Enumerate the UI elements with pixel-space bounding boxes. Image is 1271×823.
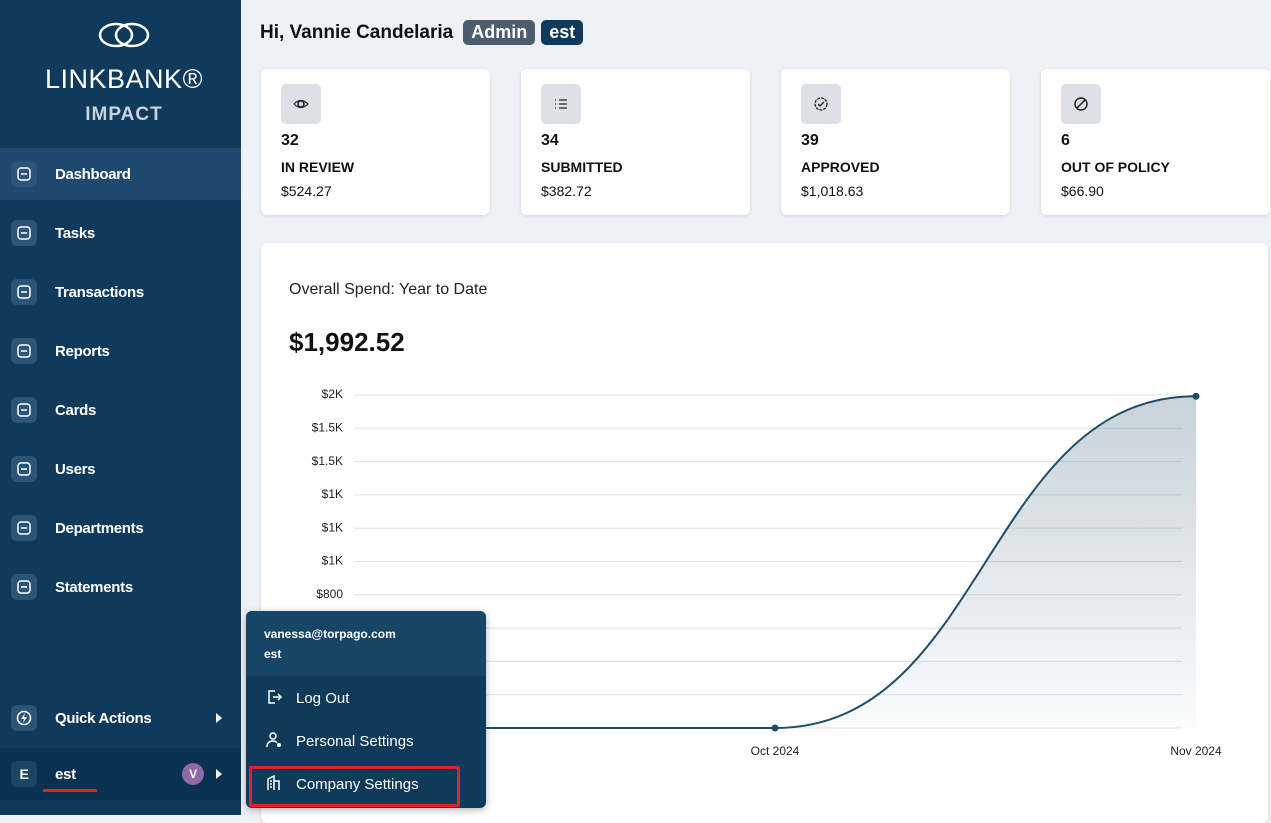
stat-card: 39 APPROVED $1,018.63	[781, 69, 1010, 215]
role-badge: Admin	[463, 20, 536, 45]
stat-card: 34 SUBMITTED $382.72	[521, 69, 750, 215]
user-avatar: V	[182, 763, 204, 785]
nav-icon	[11, 161, 37, 187]
point	[1192, 392, 1200, 400]
y-tick-label: $2K	[322, 387, 343, 401]
menu-item-label: Company Settings	[296, 775, 419, 793]
stat-amount: $66.90	[1061, 183, 1104, 199]
nav-icon	[11, 574, 37, 600]
nav-label: Reports	[55, 342, 110, 360]
x-tick-label: Oct 2024	[751, 744, 800, 758]
org-badge: est	[541, 20, 584, 45]
stat-card: 32 IN REVIEW $524.27	[261, 69, 490, 215]
nav-label: Statements	[55, 578, 133, 596]
stat-icon	[801, 84, 841, 124]
menu-item-label: Log Out	[296, 689, 350, 707]
nav-item[interactable]: Tasks	[0, 207, 241, 259]
stat-icon	[1061, 84, 1101, 124]
quick-actions[interactable]: Quick Actions	[0, 692, 241, 744]
nav-label: Dashboard	[55, 165, 131, 183]
nav-label: Users	[55, 460, 96, 478]
greeting: Hi, Vannie Candelaria	[260, 21, 454, 43]
area	[354, 396, 1196, 728]
y-tick-label: $1.5K	[312, 420, 343, 434]
quick-actions-label: Quick Actions	[55, 709, 152, 727]
nav-icon	[11, 456, 37, 482]
sidebar: LINKBANK® IMPACT Dashboard Tasks Transacti…	[0, 0, 241, 815]
stat-label: APPROVED	[801, 159, 880, 175]
stat-label: OUT OF POLICY	[1061, 159, 1170, 175]
stat-amount: $1,018.63	[801, 183, 864, 199]
nav-item[interactable]: Departments	[0, 502, 241, 554]
nav-item[interactable]: Cards	[0, 384, 241, 436]
nav-item[interactable]: Dashboard	[0, 148, 241, 200]
stat-count: 32	[281, 132, 299, 149]
menu-org: est	[264, 647, 282, 661]
menu-item[interactable]: Log Out	[246, 678, 486, 718]
nav-icon	[11, 515, 37, 541]
x-tick-label: Nov 2024	[1170, 744, 1222, 758]
menu-item[interactable]: Company Settings	[246, 764, 486, 807]
stat-amount: $524.27	[281, 183, 332, 199]
nav-item[interactable]: Transactions	[0, 266, 241, 318]
stat-count: 39	[801, 132, 819, 149]
y-tick-label: $1K	[322, 520, 343, 534]
y-tick-label: $1K	[322, 487, 343, 501]
user-row[interactable]: E est V	[0, 748, 241, 800]
highlight-box	[249, 766, 460, 807]
header: Hi, Vannie Candelaria Admin est	[260, 20, 584, 45]
nav-item[interactable]: Statements	[0, 561, 241, 613]
nav-label: Cards	[55, 401, 97, 419]
menu-header	[246, 611, 486, 676]
product: IMPACT	[85, 104, 163, 125]
user-menu: vanessa@torpago.com est Log Out Personal …	[246, 611, 486, 808]
nav-item[interactable]: Users	[0, 443, 241, 495]
brand: LINKBANK®	[45, 64, 203, 94]
user-name: est	[55, 765, 76, 783]
y-tick-label: $1.5K	[312, 454, 343, 468]
nav-icon	[11, 279, 37, 305]
point	[771, 724, 779, 732]
chart-summary: $1,992.52	[289, 327, 405, 357]
menu-email: vanessa@torpago.com	[264, 627, 396, 641]
y-tick-label: $800	[316, 587, 343, 601]
stat-card: 6 OUT OF POLICY $66.90	[1041, 69, 1270, 215]
stat-icon	[281, 84, 321, 124]
logo-mark	[98, 22, 150, 48]
nav-item[interactable]: Reports	[0, 325, 241, 377]
nav-icon	[11, 220, 37, 246]
chart-title: Overall Spend: Year to Date	[289, 281, 488, 298]
y-tick-label: $1K	[322, 554, 343, 568]
line	[354, 395, 1197, 730]
stat-count: 6	[1061, 132, 1070, 149]
stat-label: IN REVIEW	[281, 159, 355, 175]
stat-count: 34	[541, 132, 559, 149]
underline	[43, 789, 97, 792]
stat-label: SUBMITTED	[541, 159, 623, 175]
nav-label: Tasks	[55, 224, 95, 242]
user-initial: E	[11, 761, 37, 787]
menu-item[interactable]: Personal Settings	[246, 721, 486, 761]
menu-item-label: Personal Settings	[296, 732, 414, 750]
nav-icon	[11, 397, 37, 423]
stat-icon	[541, 84, 581, 124]
nav-label: Transactions	[55, 283, 144, 301]
nav-icon	[11, 338, 37, 364]
nav-label: Departments	[55, 519, 144, 537]
stat-amount: $382.72	[541, 183, 592, 199]
